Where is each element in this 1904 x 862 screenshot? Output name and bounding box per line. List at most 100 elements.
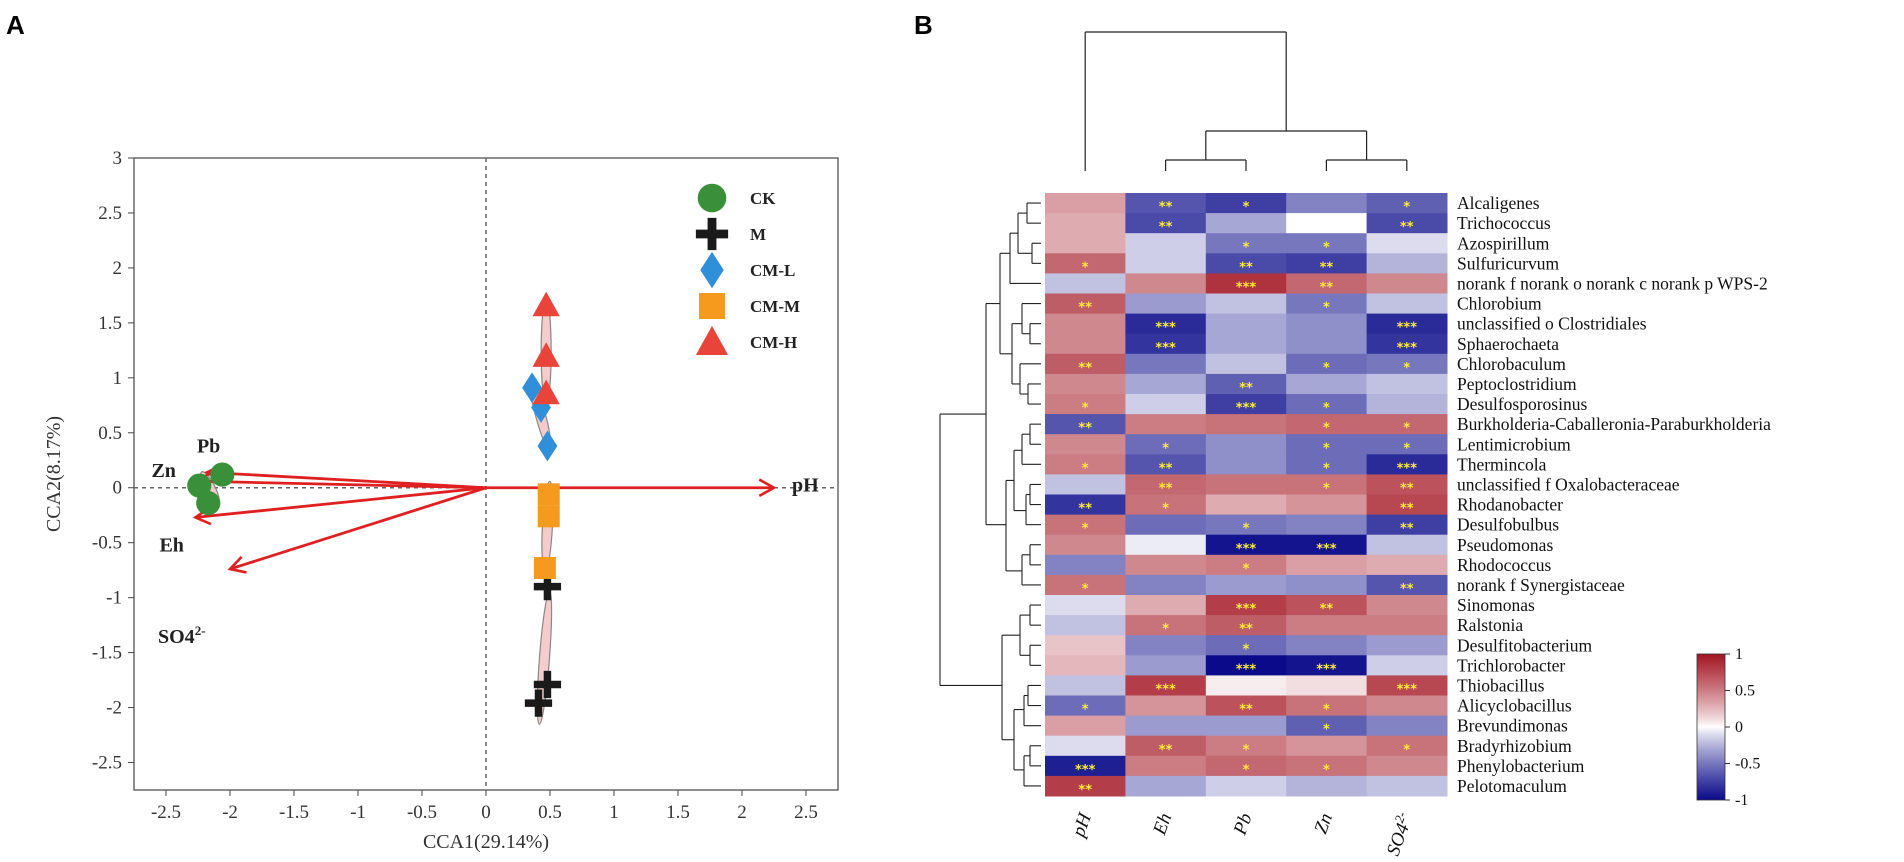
x-tick-label: 0	[481, 802, 491, 823]
significance-mark: **	[1320, 280, 1334, 295]
point-M	[524, 689, 553, 717]
y-tick-label: -2	[106, 698, 122, 719]
heatmap-cell	[1045, 474, 1126, 495]
y-tick-label: 2.5	[98, 203, 122, 224]
significance-mark: **	[1239, 260, 1253, 275]
row-label: Trichococcus	[1457, 213, 1551, 233]
heatmap-cell	[1205, 715, 1287, 737]
heatmap-cell	[1205, 775, 1287, 797]
legend-label-CM-M: CM-M	[750, 297, 800, 316]
heatmap-cell	[1125, 534, 1207, 556]
significance-mark: **	[1078, 783, 1092, 798]
heatmap-cell	[1366, 213, 1448, 234]
cca-sample-points	[187, 291, 562, 717]
heatmap-cell	[1125, 494, 1207, 516]
env-vector-SO42	[227, 486, 487, 574]
significance-mark: *	[1323, 361, 1330, 376]
significance-mark: ***	[1236, 662, 1257, 677]
heatmap-cell	[1205, 675, 1287, 696]
heatmap-cell	[1286, 775, 1368, 797]
x-tick-label: -2	[222, 802, 238, 823]
point-CK	[210, 462, 235, 487]
heatmap-cell	[1205, 193, 1287, 214]
row-label: Alicyclobacillus	[1457, 696, 1572, 716]
significance-mark: ***	[1397, 682, 1418, 697]
heatmap-cell	[1045, 655, 1126, 676]
heatmap-cell	[1366, 715, 1448, 737]
column-dendrogram	[1084, 31, 1408, 171]
heatmap-cell	[1125, 675, 1207, 696]
point-M	[533, 573, 562, 601]
heatmap-cell	[1125, 514, 1207, 536]
heatmap-cell	[1125, 454, 1207, 475]
significance-mark: ***	[1236, 401, 1257, 416]
heatmap-cell	[1286, 454, 1368, 475]
heatmap-cell	[1125, 233, 1207, 254]
significance-mark: *	[1323, 703, 1330, 718]
significance-mark: **	[1400, 582, 1414, 597]
heatmap-cell	[1366, 574, 1448, 596]
heatmap-cell	[1286, 193, 1368, 214]
heatmap-cell	[1205, 635, 1287, 656]
significance-mark: ***	[1155, 321, 1176, 336]
column-label-main: Pb	[1229, 811, 1256, 839]
row-label: Trichlorobacter	[1457, 655, 1565, 675]
heatmap-cell	[1125, 394, 1207, 415]
heatmap-cell	[1125, 715, 1207, 737]
column-label-pH: pH	[1068, 809, 1097, 841]
colorbar-tick-label: 1	[1735, 646, 1743, 663]
heatmap-cell	[1045, 293, 1126, 315]
heatmap-cell	[1205, 595, 1287, 616]
heatmap-cell	[1205, 574, 1287, 596]
heatmap-cell	[1045, 414, 1126, 435]
row-label: Brevundimonas	[1457, 716, 1568, 736]
heatmap-cell	[1045, 434, 1126, 455]
heatmap-cell	[1366, 273, 1448, 294]
heatmap-cell	[1286, 595, 1368, 616]
row-label: Desulfobulbus	[1457, 515, 1559, 535]
column-label-main: pH	[1068, 809, 1097, 841]
row-label: Pseudomonas	[1457, 535, 1553, 555]
heatmap-cell	[1366, 755, 1448, 777]
row-label: Rhodococcus	[1457, 555, 1551, 575]
column-label-Eh: Eh	[1149, 811, 1176, 839]
legend-label-CM-H: CM-H	[750, 333, 797, 352]
heatmap-cell	[1125, 253, 1207, 274]
env-label-pH: pH	[792, 475, 819, 497]
significance-mark: *	[1082, 522, 1089, 537]
heatmap-cell	[1205, 414, 1287, 435]
column-label-main: Zn	[1310, 811, 1337, 837]
heatmap-cell	[1125, 655, 1207, 676]
point-CM-M	[537, 505, 560, 528]
heatmap-cell	[1125, 635, 1207, 656]
heatmap-cell	[1125, 373, 1207, 395]
heatmap-cell	[1125, 313, 1207, 335]
colorbar-gradient	[1696, 653, 1726, 801]
y-tick-label: -2.5	[92, 753, 122, 774]
row-label: norank f norank o norank c norank p WPS-…	[1457, 273, 1768, 293]
panel-label-b: B	[914, 10, 933, 40]
heatmap-cell	[1366, 595, 1448, 616]
row-label: Azospirillum	[1457, 233, 1550, 253]
heatmap-cell	[1205, 655, 1287, 676]
significance-mark: ***	[1236, 542, 1257, 557]
row-label: Pelotomaculum	[1457, 776, 1567, 796]
heatmap-cell	[1366, 474, 1448, 495]
significance-mark: **	[1078, 301, 1092, 316]
heatmap-cell	[1125, 353, 1207, 375]
significance-mark: ***	[1397, 321, 1418, 336]
x-axis-label: CCA1(29.14%)	[423, 831, 549, 853]
heatmap-cell	[1205, 434, 1287, 455]
significance-mark: *	[1403, 743, 1410, 758]
heatmap-cell	[1045, 554, 1126, 576]
cca-plot: -2.5 -2 -1.5 -1 -0.5 0 0.5 1 1.5 2 2.5 -2.5 -2 -1.5 -1…	[43, 148, 839, 853]
row-label: Ralstonia	[1457, 615, 1523, 635]
point-CM-L	[522, 372, 542, 404]
significance-mark: ***	[1075, 763, 1096, 778]
heatmap-cell	[1286, 394, 1368, 415]
heatmap-cells	[1045, 193, 1448, 797]
heatmap-cell	[1045, 675, 1126, 696]
significance-mark: *	[1403, 441, 1410, 456]
row-label: Sphaerochaeta	[1457, 334, 1559, 354]
y-tick-label: -1	[106, 588, 122, 609]
